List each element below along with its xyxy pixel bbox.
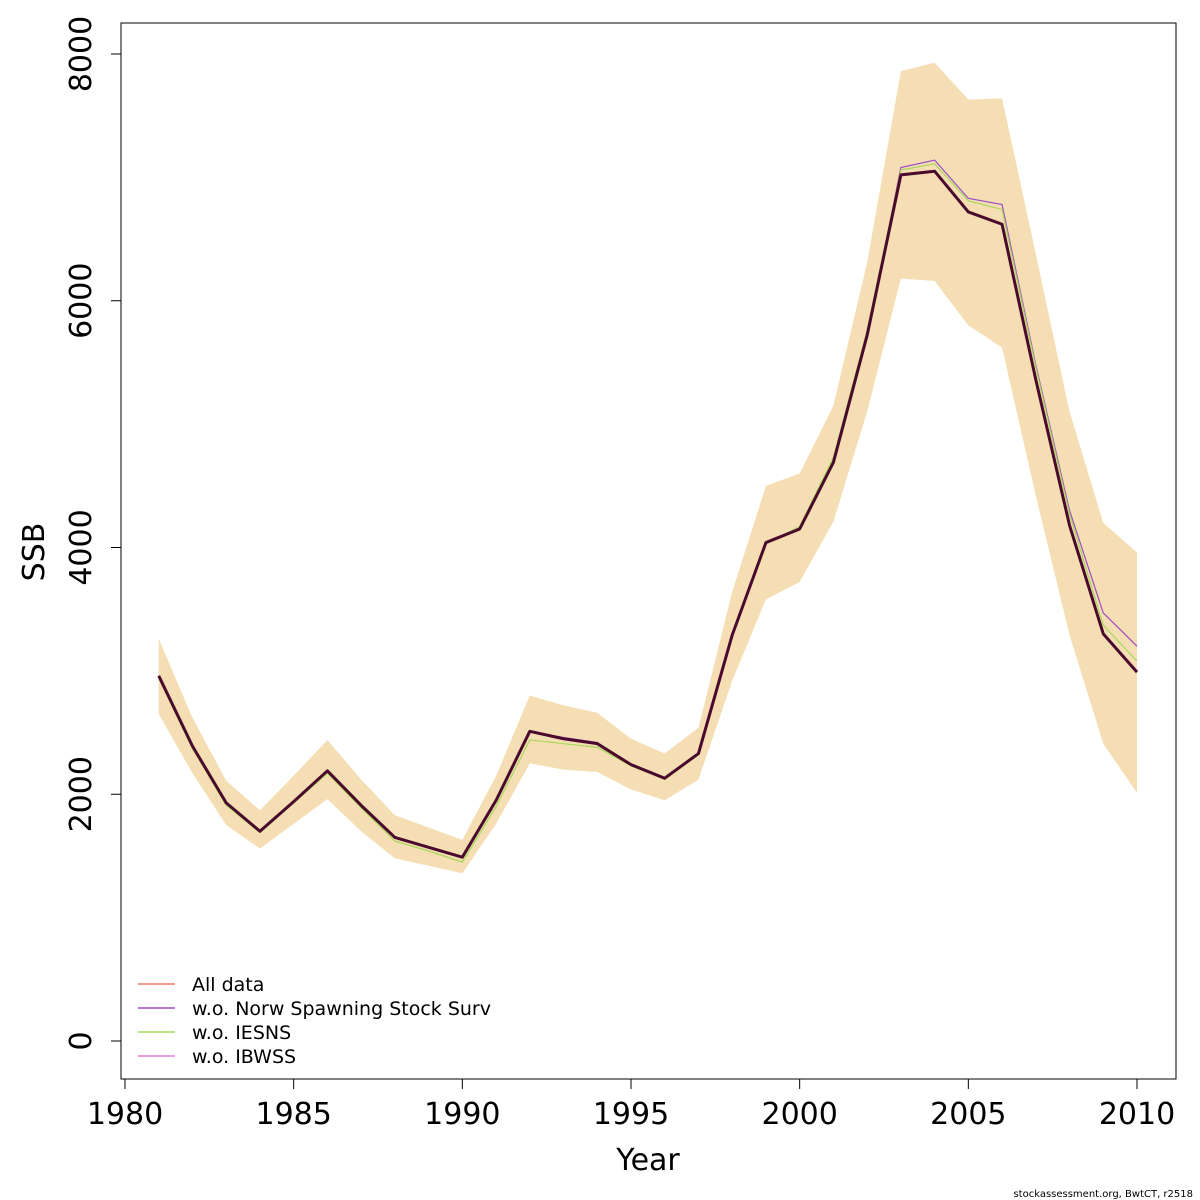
legend-label: w.o. IBWSS: [192, 1046, 296, 1068]
y-tick-label: 4000: [64, 509, 99, 585]
x-tick-label: 1990: [424, 1097, 500, 1132]
x-tick-label: 1980: [87, 1097, 163, 1132]
confidence-band: [158, 62, 1137, 874]
x-tick-label: 1985: [255, 1097, 331, 1132]
series-lines-layer: [157, 159, 1139, 863]
y-tick-label: 0: [64, 1031, 99, 1050]
x-tick-label: 2010: [1099, 1097, 1175, 1132]
x-tick-label: 1995: [593, 1097, 669, 1132]
y-tick-label: 8000: [64, 16, 99, 92]
x-tick-label: 2005: [930, 1097, 1006, 1132]
confidence-band-layer: [158, 62, 1137, 874]
axes-layer: 1980 1985 1990 1995 2000 2005 2010 0 2000 4000 600…: [64, 16, 1175, 1132]
legend-label: w.o. Norw Spawning Stock Surv: [192, 998, 491, 1020]
y-axis-title: SSB: [17, 523, 52, 582]
y-tick-label: 2000: [64, 756, 99, 832]
x-tick-label: 2000: [761, 1097, 837, 1132]
y-tick-label: 6000: [64, 263, 99, 339]
main-estimate-line: [157, 169, 1139, 859]
footer-credit: stockassessment.org, BwtCT, r2518: [1013, 1189, 1193, 1200]
x-axis-title: Year: [615, 1143, 680, 1178]
legend-label: w.o. IESNS: [192, 1022, 291, 1044]
legend-label: All data: [192, 974, 264, 996]
